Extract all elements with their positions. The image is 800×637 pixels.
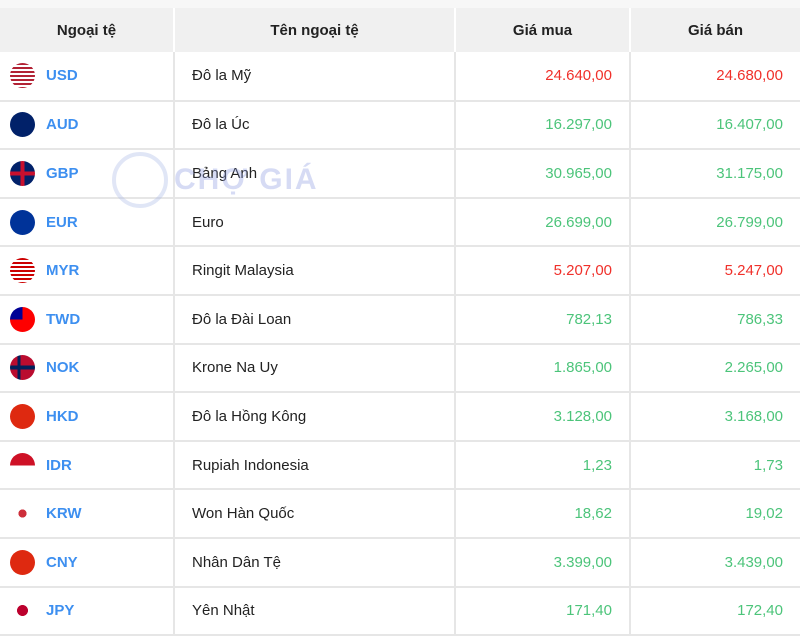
buy-price: 782,13 <box>455 294 631 345</box>
currency-code[interactable]: NOK <box>46 359 80 377</box>
sell-price: 1,73 <box>630 440 800 491</box>
currency-code[interactable]: TWD <box>46 310 81 328</box>
buy-price: 3.128,00 <box>455 392 631 442</box>
sell-price: 3.439,00 <box>630 537 800 588</box>
table-row[interactable]: HKD Đô la Hồng Kông 3.128,00 3.168,00 <box>0 392 800 442</box>
cn-flag-icon <box>10 549 35 575</box>
currency-name: Euro <box>174 197 456 248</box>
currency-code-cell: MYR <box>0 246 175 296</box>
gb-flag-icon <box>10 160 35 186</box>
currency-code-cell: HKD <box>0 392 175 442</box>
buy-price: 5.207,00 <box>455 246 631 296</box>
table-row[interactable]: AUD Đô la Úc 16.297,00 16.407,00 <box>0 100 800 151</box>
buy-price: 1.865,00 <box>455 343 631 394</box>
table-row[interactable]: GBP Bảng Anh 30.965,00 31.175,00 <box>0 149 800 199</box>
tw-flag-icon <box>10 306 35 332</box>
currency-name: Đô la Úc <box>174 100 456 151</box>
currency-code-cell: AUD <box>0 100 175 151</box>
currency-name: Won Hàn Quốc <box>174 489 456 539</box>
currency-code-cell: EUR <box>0 197 175 248</box>
currency-name: Yên Nhật <box>174 586 456 637</box>
currency-code-cell: USD <box>0 52 175 102</box>
my-flag-icon <box>10 258 35 284</box>
sell-price: 786,33 <box>630 294 800 345</box>
table-row[interactable]: KRW Won Hàn Quốc 18,62 19,02 <box>0 489 800 539</box>
sell-price: 16.407,00 <box>630 100 800 151</box>
buy-price: 24.640,00 <box>455 52 631 102</box>
currency-name: Đô la Đài Loan <box>174 294 456 345</box>
buy-price: 171,40 <box>455 586 631 637</box>
table-row[interactable]: EUR Euro 26.699,00 26.799,00 <box>0 197 800 248</box>
buy-price: 26.699,00 <box>455 197 631 248</box>
table-row[interactable]: JPY Yên Nhật 171,40 172,40 <box>0 586 800 637</box>
currency-name: Krone Na Uy <box>174 343 456 394</box>
buy-price: 16.297,00 <box>455 100 631 151</box>
table-row[interactable]: MYR Ringit Malaysia 5.207,00 5.247,00 <box>0 246 800 296</box>
currency-code[interactable]: EUR <box>46 213 78 231</box>
sell-price: 3.168,00 <box>630 392 800 442</box>
sell-price: 31.175,00 <box>630 149 800 199</box>
top-bar <box>0 0 800 8</box>
sell-price: 19,02 <box>630 489 800 539</box>
table-row[interactable]: USD Đô la Mỹ 24.640,00 24.680,00 <box>0 52 800 102</box>
buy-price: 1,23 <box>455 440 631 491</box>
currency-code[interactable]: MYR <box>46 262 80 280</box>
jp-flag-icon <box>10 598 35 624</box>
au-flag-icon <box>10 112 35 138</box>
currency-code[interactable]: AUD <box>46 116 79 134</box>
currency-name: Đô la Mỹ <box>174 52 456 102</box>
sell-price: 26.799,00 <box>630 197 800 248</box>
id-flag-icon <box>10 452 35 478</box>
header-name: Tên ngoại tệ <box>174 8 456 52</box>
buy-price: 3.399,00 <box>455 537 631 588</box>
currency-code[interactable]: USD <box>46 67 78 85</box>
table-row[interactable]: TWD Đô la Đài Loan 782,13 786,33 <box>0 294 800 345</box>
kr-flag-icon <box>10 501 35 527</box>
currency-code-cell: CNY <box>0 537 175 588</box>
hk-flag-icon <box>10 403 35 429</box>
currency-name: Bảng Anh <box>174 149 456 199</box>
table-header: Ngoại tệ Tên ngoại tệ Giá mua Giá bán <box>0 8 800 52</box>
table-row[interactable]: CNY Nhân Dân Tệ 3.399,00 3.439,00 <box>0 537 800 588</box>
currency-name: Đô la Hồng Kông <box>174 392 456 442</box>
sell-price: 172,40 <box>630 586 800 637</box>
currency-code-cell: GBP <box>0 149 175 199</box>
currency-code-cell: JPY <box>0 586 175 637</box>
sell-price: 24.680,00 <box>630 52 800 102</box>
currency-code[interactable]: GBP <box>46 164 79 182</box>
currency-code-cell: KRW <box>0 489 175 539</box>
us-flag-icon <box>10 63 35 89</box>
currency-code[interactable]: IDR <box>46 456 72 474</box>
exchange-rate-table: Ngoại tệ Tên ngoại tệ Giá mua Giá bán US… <box>0 8 800 637</box>
currency-code[interactable]: HKD <box>46 407 79 425</box>
currency-name: Ringit Malaysia <box>174 246 456 296</box>
no-flag-icon <box>10 355 35 381</box>
currency-code[interactable]: KRW <box>46 505 82 523</box>
currency-code-cell: NOK <box>0 343 175 394</box>
table-row[interactable]: IDR Rupiah Indonesia 1,23 1,73 <box>0 440 800 491</box>
currency-code-cell: IDR <box>0 440 175 491</box>
header-sell: Giá bán <box>630 8 800 52</box>
currency-name: Rupiah Indonesia <box>174 440 456 491</box>
currency-code[interactable]: JPY <box>46 602 75 620</box>
currency-code[interactable]: CNY <box>46 553 78 571</box>
eu-flag-icon <box>10 209 35 235</box>
sell-price: 5.247,00 <box>630 246 800 296</box>
sell-price: 2.265,00 <box>630 343 800 394</box>
currency-name: Nhân Dân Tệ <box>174 537 456 588</box>
currency-code-cell: TWD <box>0 294 175 345</box>
header-code: Ngoại tệ <box>0 8 175 52</box>
buy-price: 30.965,00 <box>455 149 631 199</box>
table-row[interactable]: NOK Krone Na Uy 1.865,00 2.265,00 <box>0 343 800 394</box>
header-buy: Giá mua <box>455 8 631 52</box>
buy-price: 18,62 <box>455 489 631 539</box>
